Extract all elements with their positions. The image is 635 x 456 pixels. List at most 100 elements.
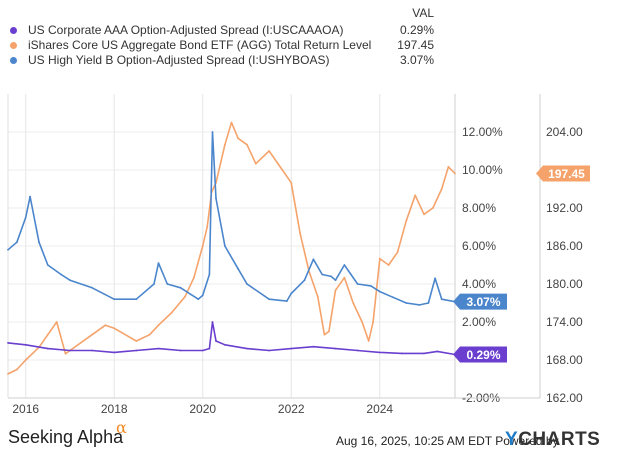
legend-value-header: VAL [412,6,434,20]
data-point [343,264,346,266]
data-point [434,277,436,280]
footer-timestamp: Aug 16, 2025, 10:25 AM EDT Powered by [336,434,559,448]
data-point [334,347,337,350]
data-point [135,349,138,352]
y-right-tick-label: 168.00 [546,353,583,367]
data-point [46,333,49,336]
ycharts-y-icon: Y [505,429,519,450]
chart-series [7,121,456,375]
seeking-alpha-logo: Seeking Alpha [8,427,124,447]
y-left-tick-label: 2.00% [462,315,496,329]
data-point [201,349,204,352]
legend-item-hy-spread[interactable]: US High Yield B Option-Adjusted Spread (… [8,53,438,68]
data-point [327,330,330,333]
data-point [378,351,381,354]
data-point [237,267,240,270]
data-point [447,165,450,168]
data-point [237,137,240,140]
data-point [223,245,226,247]
data-point [285,300,288,302]
legend-dot-icon [10,27,17,34]
legend-item-label: US High Yield B Option-Adjusted Spread (… [28,53,330,67]
data-point [15,241,18,244]
x-tick-label: 2016 [12,402,39,416]
data-point [46,264,49,266]
data-point [7,248,9,251]
data-point [104,324,107,327]
data-point [215,340,217,342]
data-point [223,143,226,146]
data-point [91,333,93,336]
data-point [356,283,359,285]
x-tick-label: 2024 [366,402,393,416]
legend-item-aaa-spread[interactable]: US Corporate AAA Option-Adjusted Spread … [8,23,438,38]
data-point [427,302,430,304]
x-tick-label: 2018 [101,402,128,416]
data-point [334,289,337,292]
data-point [396,251,399,254]
alpha-mark-icon: α [116,418,127,437]
data-point [113,351,116,354]
end-value-label: 197.45 [548,167,585,181]
y-right-tick-label: 204.00 [546,125,583,139]
data-point [378,257,381,260]
x-tick-label: 2022 [278,402,305,416]
x-tick-label: 2020 [189,402,216,416]
data-point [423,213,425,216]
data-point [179,349,182,352]
data-point [246,283,248,285]
data-point [211,321,214,323]
data-point [46,347,49,350]
data-point [321,273,324,276]
data-point [201,245,204,247]
y-left-tick-label: 12.00% [462,125,503,139]
data-point [392,296,394,299]
data-point [223,343,226,346]
data-point [372,321,375,323]
data-point [197,298,200,301]
series-line-2 [7,131,456,306]
data-point [268,298,271,301]
data-point [179,286,182,289]
data-point [370,285,372,287]
data-point [170,311,173,314]
series-line-1 [7,121,456,375]
data-point [440,298,443,301]
end-value-label: 0.29% [466,348,500,362]
data-point [135,298,138,301]
data-point [135,340,138,342]
ycharts-wordmark: CHARTS [518,429,601,450]
chart-end-labels: 0.29% 3.07% 197.45 [453,165,590,363]
data-point [38,241,40,244]
data-point [69,279,71,282]
data-point [356,349,359,352]
data-point [334,279,337,282]
data-point [64,352,67,355]
y-left-tick-label: 10.00% [462,163,503,177]
data-point [290,181,293,184]
data-point [290,347,293,350]
data-point [166,283,169,285]
data-point [24,359,27,361]
end-value-flag [453,346,507,363]
legend-item-value: 197.45 [397,38,434,52]
data-point [153,283,155,285]
legend-item-value: 0.29% [399,23,434,37]
data-point [157,262,160,264]
data-point [405,219,408,222]
data-point [7,373,9,375]
legend-item-agg-etf[interactable]: iShares Core US Aggregate Bond ETF (AGG)… [8,38,438,53]
data-point [330,275,332,278]
end-value-flag [453,293,507,310]
chart-grid [8,94,540,399]
y-right-tick-label: 174.00 [546,315,583,329]
y-right-tick-label: 162.00 [546,391,583,405]
legend-item-label: US Corporate AAA Option-Adjusted Spread … [28,23,344,37]
y-left-tick-label: 8.00% [462,201,496,215]
data-point [268,150,271,152]
data-point [24,343,27,346]
data-point [378,290,381,293]
end-value-flag [536,165,590,182]
data-point [343,276,346,279]
